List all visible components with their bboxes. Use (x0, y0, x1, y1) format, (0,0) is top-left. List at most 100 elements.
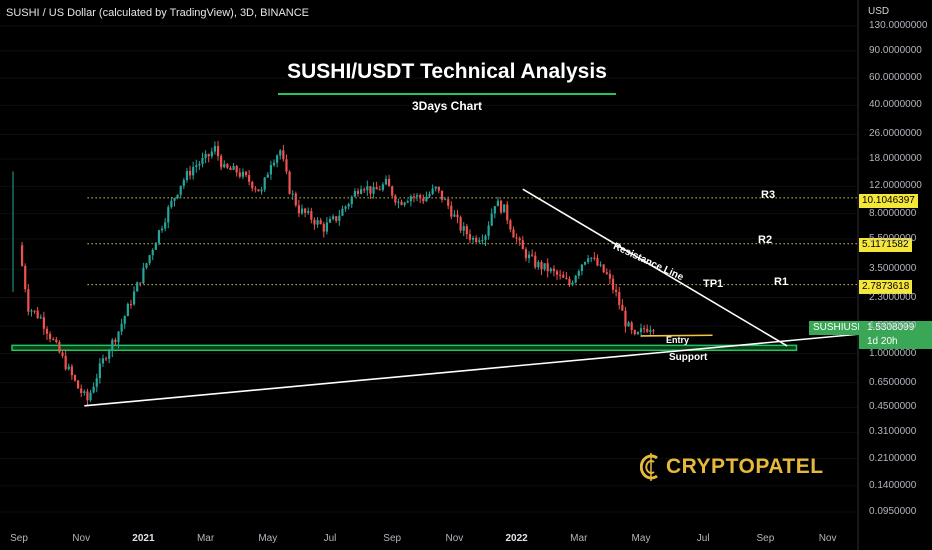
candle-body (55, 339, 58, 343)
candle-body (353, 191, 356, 197)
candle-body (369, 186, 372, 194)
candle-body (372, 187, 375, 194)
candle-body (223, 164, 226, 168)
r1-price-tag: 2.7873618 (859, 280, 913, 294)
candle-body (360, 189, 363, 194)
candle-body (229, 167, 232, 170)
candle-body (356, 191, 360, 194)
candle-body (580, 264, 584, 272)
candle-body (611, 278, 615, 290)
entry-line[interactable] (640, 334, 713, 337)
candle-body (39, 317, 42, 319)
candle-body (518, 238, 521, 241)
candle-body (624, 310, 627, 327)
candle-body (319, 220, 322, 225)
candle-body (375, 187, 378, 190)
candle-body (503, 204, 506, 213)
candle-body (431, 188, 434, 194)
entry-label: Entry (666, 335, 690, 345)
candle-body (279, 150, 282, 156)
candle-body (151, 249, 154, 256)
chart-subtitle: 3Days Chart (411, 99, 483, 113)
candle-body (70, 366, 73, 376)
candle-body (590, 257, 593, 259)
candle-body (534, 255, 537, 268)
candle-body (117, 331, 120, 343)
candle-body (226, 164, 229, 168)
candle-body (428, 193, 431, 197)
support-trendline[interactable] (84, 333, 862, 407)
resistance-trendline[interactable] (522, 188, 788, 347)
price-tick: 0.3100000 (869, 426, 917, 438)
candle-body (425, 196, 428, 202)
candle-body (188, 171, 192, 176)
candle-body (487, 225, 490, 236)
candle-body (80, 388, 83, 394)
candle-body (101, 358, 105, 364)
candle-body (328, 218, 332, 223)
candle-body (478, 240, 481, 242)
candle-body (210, 151, 213, 157)
candle-body (204, 153, 207, 159)
candle-body (260, 189, 263, 192)
price-tick: 0.6500000 (869, 376, 917, 388)
candle-body (120, 323, 123, 332)
candle-body (344, 206, 347, 209)
candle-body (83, 391, 86, 394)
price-tick: 0.0950000 (869, 506, 917, 517)
support-zone (11, 344, 798, 352)
candle-body (185, 171, 189, 181)
candle-body (49, 333, 52, 339)
time-tick: Mar (570, 533, 588, 544)
candle-body (391, 186, 394, 196)
candle-body (322, 224, 325, 232)
candle-body (232, 166, 235, 170)
candle-body (73, 375, 77, 381)
candle-body (437, 186, 440, 191)
candle-body (89, 392, 92, 401)
last-price: 1.5308099 (867, 322, 915, 333)
candle-body (104, 358, 108, 360)
price-tick: 26.0000000 (869, 128, 922, 140)
candle-body (400, 201, 403, 205)
candle-body (481, 240, 484, 242)
logo-icon (640, 453, 658, 481)
candle-body (114, 339, 117, 343)
candle-body (652, 330, 655, 332)
time-tick: Sep (383, 533, 402, 544)
candle-body (499, 200, 503, 213)
candle-body (456, 214, 459, 218)
candle-body (540, 261, 543, 270)
candle-body (459, 217, 462, 231)
candle-body (332, 216, 335, 219)
candle-body (475, 237, 478, 242)
candle-body (263, 177, 266, 190)
candle-body (136, 282, 139, 292)
candle-body (198, 163, 201, 166)
price-tick: 1.5000000 (869, 320, 917, 332)
candle-body (384, 178, 388, 185)
time-tick: Nov (445, 533, 464, 544)
candle-body (649, 330, 652, 332)
candle-body (627, 322, 630, 327)
candle-body (630, 322, 633, 331)
candle-body (297, 205, 300, 214)
candle-body (282, 150, 285, 160)
candle-body (92, 386, 95, 393)
candle-body (409, 196, 412, 202)
candle-body (98, 363, 101, 379)
candle-body (490, 213, 493, 226)
candle-body (602, 264, 605, 273)
candle-body (67, 366, 70, 370)
candle-body (21, 245, 24, 266)
candle-body (450, 205, 453, 217)
candle-body (562, 274, 565, 278)
time-tick: 2022 (505, 533, 528, 544)
candle-body (559, 274, 562, 276)
candle-body (244, 171, 248, 176)
candle-body (207, 153, 210, 157)
candle-body (587, 258, 590, 262)
time-tick: Jul (323, 533, 337, 544)
price-tick: 0.1400000 (869, 479, 917, 491)
